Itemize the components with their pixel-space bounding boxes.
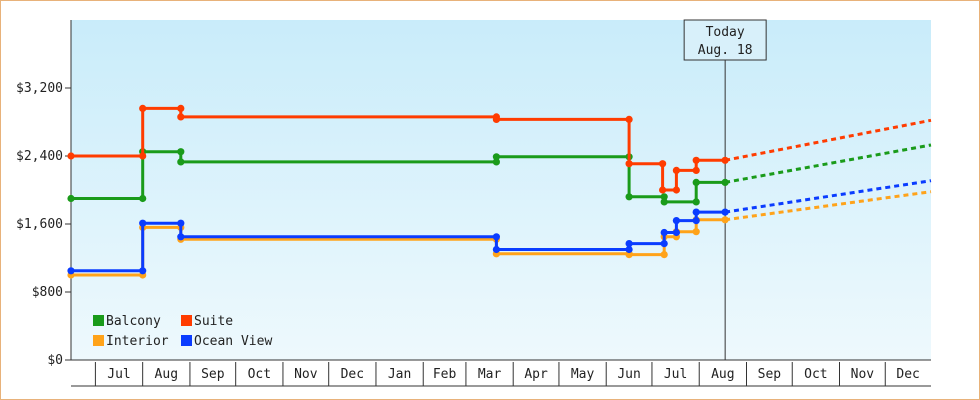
data-point xyxy=(625,115,633,123)
data-point xyxy=(177,219,185,227)
data-point xyxy=(692,178,700,186)
x-month-label: Jul xyxy=(107,367,130,382)
legend-label: Balcony xyxy=(106,314,161,329)
x-month-label: Jun xyxy=(617,367,640,382)
data-point xyxy=(67,194,75,203)
legend-item: Suite xyxy=(181,314,233,329)
data-point xyxy=(625,193,633,201)
data-point xyxy=(139,104,147,112)
legend-label: Interior xyxy=(106,334,169,349)
data-point xyxy=(67,267,75,275)
data-point xyxy=(492,158,500,166)
data-point xyxy=(672,228,681,237)
series-balcony xyxy=(67,143,932,206)
data-point xyxy=(625,160,633,168)
series-line xyxy=(71,106,726,192)
data-point xyxy=(139,152,147,160)
data-point xyxy=(177,104,185,112)
data-point xyxy=(492,153,500,161)
today-marker-box xyxy=(683,19,767,61)
series-suite xyxy=(67,104,932,194)
data-point xyxy=(692,156,700,164)
series-projection-line xyxy=(724,143,932,184)
legend-item: Interior xyxy=(93,334,169,349)
y-tick-label: $0 xyxy=(47,353,63,368)
series-interior xyxy=(67,190,932,279)
data-point xyxy=(692,228,700,236)
y-tick-label: $1,600 xyxy=(16,217,63,232)
data-point xyxy=(177,233,185,241)
x-month-label: Dec xyxy=(896,367,919,382)
x-month-label: Nov xyxy=(294,367,318,382)
x-month-label: Mar xyxy=(478,367,502,382)
y-tick-label: $3,200 xyxy=(16,81,63,96)
legend-item: Balcony xyxy=(93,314,161,329)
data-point xyxy=(177,113,185,121)
data-point xyxy=(721,178,729,186)
data-point xyxy=(692,198,700,206)
legend-label: Ocean View xyxy=(194,334,272,349)
data-point xyxy=(672,186,681,194)
series-projection-line xyxy=(724,179,932,214)
series-projection-line xyxy=(724,190,932,222)
x-month-label: May xyxy=(571,367,595,382)
data-point xyxy=(721,216,729,224)
series-line xyxy=(71,150,726,204)
data-point xyxy=(721,208,729,216)
data-point xyxy=(139,219,147,227)
plot-area xyxy=(71,20,931,360)
y-tick-label: $2,400 xyxy=(16,149,63,164)
data-point xyxy=(67,152,75,160)
x-month-label: Aug xyxy=(155,367,178,382)
series-projection-line xyxy=(724,118,932,162)
legend-swatch xyxy=(181,315,192,326)
data-point xyxy=(721,156,729,164)
x-month-label: Aug xyxy=(711,367,734,382)
data-point xyxy=(177,158,185,166)
x-month-label: Sep xyxy=(758,367,782,382)
data-point xyxy=(660,240,668,248)
x-month-label: Apr xyxy=(524,367,548,382)
x-month-label: Sep xyxy=(201,367,225,382)
data-point xyxy=(492,245,500,254)
legend-swatch xyxy=(93,335,104,346)
data-point xyxy=(177,148,185,156)
data-point xyxy=(692,166,700,174)
x-month-label: Jul xyxy=(664,367,687,382)
data-point xyxy=(659,186,667,194)
data-point xyxy=(139,194,147,203)
x-month-label: Jan xyxy=(388,367,411,382)
x-month-label: Nov xyxy=(851,367,875,382)
x-month-label: Feb xyxy=(433,367,457,382)
data-point xyxy=(692,217,700,225)
today-label: Today xyxy=(706,25,745,40)
legend-swatch xyxy=(93,315,104,326)
data-point xyxy=(492,233,500,241)
data-point xyxy=(660,193,668,201)
y-tick-label: $800 xyxy=(32,285,63,300)
data-point xyxy=(672,217,681,225)
data-point xyxy=(492,115,500,123)
data-point xyxy=(659,160,667,168)
data-point xyxy=(660,251,668,259)
today-date-label: Aug. 18 xyxy=(698,43,753,58)
legend-label: Suite xyxy=(194,314,233,329)
legend-item: Ocean View xyxy=(181,334,272,349)
series-ocean-view xyxy=(67,179,932,275)
data-point xyxy=(625,251,633,259)
legend-swatch xyxy=(181,335,192,346)
data-point xyxy=(625,245,633,254)
x-month-label: Dec xyxy=(341,367,364,382)
x-month-label: Oct xyxy=(248,367,271,382)
data-point xyxy=(139,267,147,275)
data-point xyxy=(692,208,700,216)
data-point xyxy=(660,198,668,206)
data-point xyxy=(625,240,633,248)
x-month-label: Oct xyxy=(804,367,827,382)
data-point xyxy=(660,228,668,237)
data-point xyxy=(672,166,681,174)
